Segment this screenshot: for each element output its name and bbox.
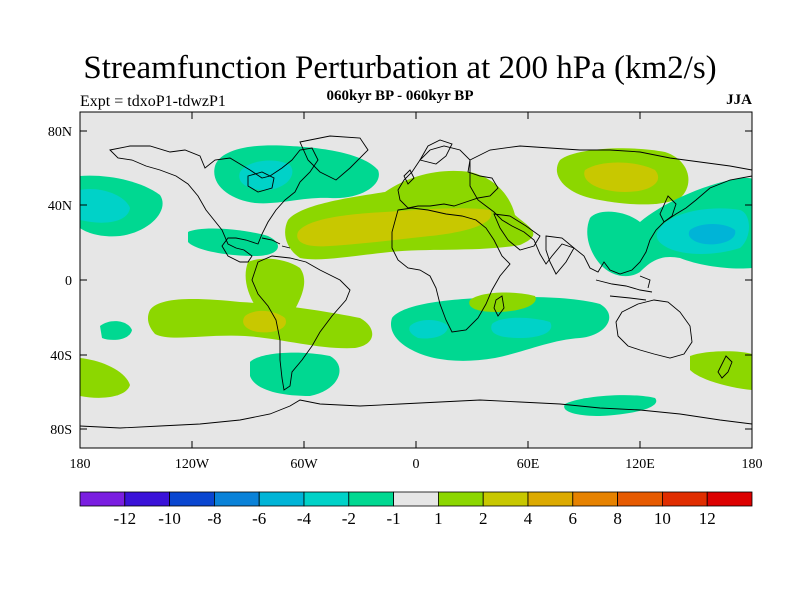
contour-neg-nw-pacific-inner [688, 224, 736, 245]
colorbar-label: 6 [569, 509, 578, 528]
colorbar-label: -10 [158, 509, 181, 528]
coastline-japan [659, 195, 677, 223]
lon-label-120e: 120E [625, 457, 655, 472]
colorbar-label: 4 [524, 509, 533, 528]
colorbar-label: -4 [297, 509, 312, 528]
colorbar-box [437, 491, 484, 507]
colorbar-box [169, 491, 215, 507]
colorbar-box [482, 491, 529, 507]
colorbar-box [303, 491, 350, 507]
colorbar-box [258, 491, 305, 507]
contour-neg-drake [250, 352, 340, 396]
colorbar-label: 8 [613, 509, 622, 528]
colorbar: -12 -10 -8 -6 -4 -2 -1 1 2 4 6 8 10 12 [79, 491, 753, 528]
lon-label-60w: 60W [290, 457, 318, 472]
colorbar-box [662, 491, 708, 507]
contour-neg-caribbean [188, 228, 278, 256]
lat-axis [80, 130, 752, 430]
coastline-north-america [109, 145, 319, 263]
colorbar-label: 12 [699, 509, 716, 528]
colorbar-box [79, 491, 126, 507]
contour-neg-hudson-core [239, 160, 293, 190]
contour-pos-siberia-core [584, 162, 659, 192]
lat-label-eq: 0 [65, 274, 72, 289]
lon-label-180w: 180 [70, 457, 91, 472]
colorbar-label: 2 [479, 509, 488, 528]
contour-neg-indian-core-1 [409, 320, 448, 339]
contour-pos-se-pacific-core [243, 310, 286, 333]
colorbar-box [348, 491, 394, 507]
period-label: 060kyr BP - 060kyr BP [326, 88, 474, 104]
coastline-europe [397, 145, 499, 209]
contour-pos-new-zealand [690, 351, 752, 390]
experiment-label: Expt = tdxoP1-tdwzP1 [80, 93, 226, 110]
contour-neg-indian-core-2 [491, 317, 552, 338]
coastline-antarctica [80, 399, 752, 429]
lat-label-40s: 40S [50, 349, 72, 364]
plot-title: Streamfunction Perturbation at 200 hPa (… [83, 50, 717, 86]
colorbar-label: -12 [113, 509, 136, 528]
lon-label-0: 0 [413, 457, 420, 472]
coastline-britain [403, 169, 415, 185]
colorbar-box [393, 491, 439, 507]
coastline-greenland [299, 135, 369, 181]
coastline-india [545, 235, 575, 275]
coastlines [80, 135, 752, 429]
coastline-asia [469, 145, 752, 275]
coastline-australia [615, 299, 693, 359]
contour-neg-ne-pacific-core [80, 189, 130, 223]
lon-label-60e: 60E [517, 457, 540, 472]
lon-label-180e: 180 [742, 457, 763, 472]
coastline-new-zealand [717, 355, 733, 379]
lat-label-40n: 40N [48, 199, 72, 214]
season-label: JJA [726, 92, 752, 108]
colorbar-box [572, 491, 618, 507]
lat-label-80s: 80S [50, 423, 72, 438]
colorbar-label: -1 [387, 509, 401, 528]
colorbar-box [213, 491, 260, 507]
colorbar-box [527, 491, 574, 507]
colorbar-label: -6 [252, 509, 266, 528]
contour-neg-central-pacific [100, 321, 132, 340]
coastline-africa [391, 207, 511, 333]
lon-label-120w: 120W [175, 457, 210, 472]
coastline-madagascar [493, 295, 505, 317]
contour-pos-arabia [469, 292, 536, 312]
lon-axis [79, 112, 753, 448]
coastline-south-america [251, 255, 351, 391]
coastline-caribbean [261, 237, 291, 249]
coastline-indonesia [595, 275, 653, 301]
coastline-arabia [493, 213, 541, 251]
colorbar-box [124, 491, 171, 507]
colorbar-label: 10 [654, 509, 671, 528]
coastline-hudson-bay [247, 171, 275, 193]
lat-label-80n: 80N [48, 125, 72, 140]
colorbar-label: -2 [342, 509, 356, 528]
contour-pos-sw-pacific [80, 358, 130, 398]
contour-pos-atlantic-core [297, 208, 492, 247]
colorbar-label: 1 [434, 509, 443, 528]
coastline-scandinavia [419, 139, 453, 165]
map-field [80, 112, 752, 448]
colorbar-label: -8 [207, 509, 221, 528]
colorbar-box [706, 491, 753, 507]
colorbar-box [617, 491, 663, 507]
contour-neg-antarctic [564, 395, 657, 416]
